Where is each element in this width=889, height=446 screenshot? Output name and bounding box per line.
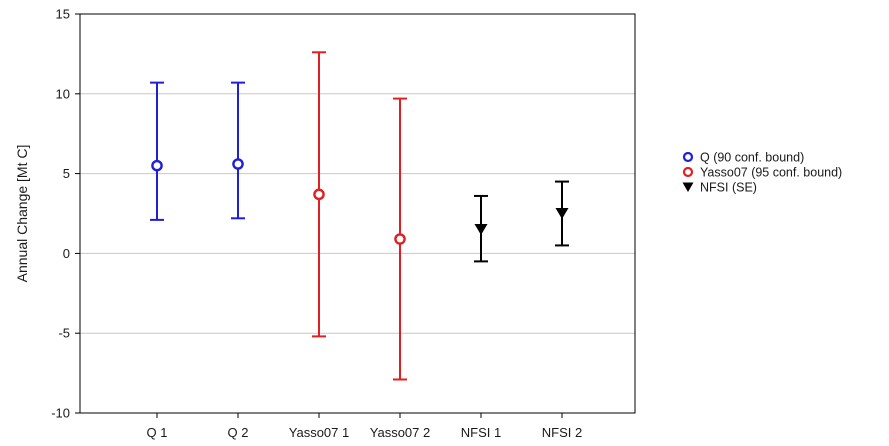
data-point	[151, 159, 163, 172]
y-tick-label: 10	[56, 86, 70, 101]
x-tick-label: Yasso07 1	[289, 425, 349, 440]
y-tick-label: 5	[63, 166, 70, 181]
y-tick-label: -5	[58, 326, 70, 341]
series-1	[312, 51, 407, 381]
y-tick-label: 0	[63, 246, 70, 261]
legend-label: NFSI (SE)	[700, 181, 757, 195]
legend-marker	[682, 166, 694, 178]
plot-frame	[79, 13, 636, 414]
legend-label: Yasso07 (95 conf. bound)	[700, 166, 842, 180]
legend-label: Q (90 conf. bound)	[700, 151, 804, 165]
plot-series	[150, 51, 569, 381]
y-axis: -10 -5 0 5 10 15	[51, 7, 80, 421]
legend-marker	[682, 151, 694, 163]
series-2	[474, 180, 569, 263]
data-point	[313, 188, 325, 201]
x-tick-label: NFSI 1	[461, 425, 501, 440]
data-point	[232, 158, 244, 170]
series-0	[150, 81, 245, 221]
data-point	[394, 233, 406, 245]
y-axis-title: Annual Change [Mt C]	[14, 145, 30, 283]
data-point	[474, 223, 488, 235]
y-tick-label: 15	[56, 7, 70, 22]
x-axis: Q 1 Q 2 Yasso07 1 Yasso07 2 NFSI 1 NFSI 2	[147, 413, 582, 440]
x-tick-label: Q 1	[147, 425, 168, 440]
legend-marker	[682, 182, 694, 192]
grid-lines	[80, 93, 635, 334]
legend: Q (90 conf. bound)Yasso07 (95 conf. boun…	[682, 151, 842, 195]
data-point	[555, 208, 569, 219]
x-tick-label: NFSI 2	[542, 425, 582, 440]
x-tick-label: Q 2	[228, 425, 249, 440]
x-tick-label: Yasso07 2	[370, 425, 430, 440]
y-tick-label: -10	[51, 406, 70, 421]
